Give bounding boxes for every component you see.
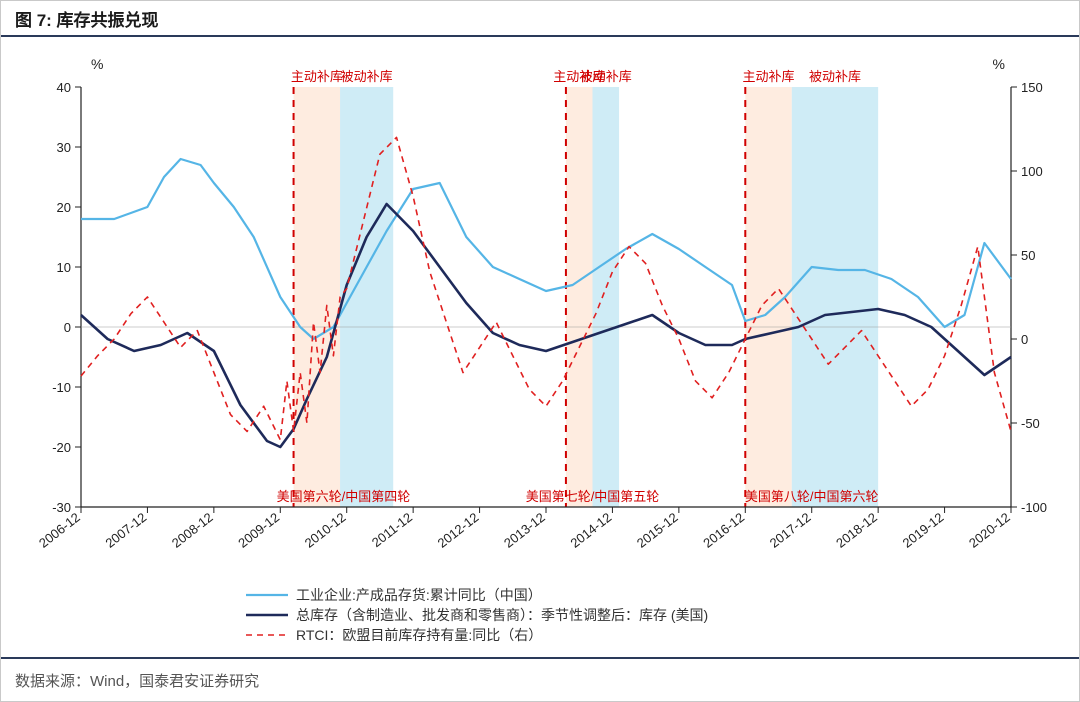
y-left-unit: % <box>91 56 103 72</box>
x-tick: 2012-12 <box>435 510 482 551</box>
phase-label-top: 被动补库 <box>341 69 393 84</box>
phase-band <box>340 87 393 507</box>
y-right-tick: 0 <box>1021 332 1028 347</box>
source-footer: 数据来源：Wind，国泰君安证券研究 <box>1 657 1079 701</box>
phase-label-top: 主动补库 <box>743 69 795 84</box>
phase-label-top: 被动补库 <box>580 69 632 84</box>
x-tick: 2011-12 <box>369 510 415 551</box>
legend-label: RTCI：欧盟目前库存持有量:同比（右） <box>296 627 542 643</box>
phase-label-bottom: 美国第八轮/中国第六轮 <box>745 489 879 504</box>
legend-label: 总库存（含制造业、批发商和零售商）：季节性调整后：库存 (美国) <box>296 607 708 623</box>
y-left-tick: -10 <box>52 380 71 395</box>
x-tick: 2006-12 <box>36 510 83 551</box>
phase-label-bottom: 美国第六轮/中国第四轮 <box>277 489 411 504</box>
phase-band <box>792 87 878 507</box>
y-left-tick: 0 <box>64 320 71 335</box>
x-tick: 2017-12 <box>767 510 814 551</box>
y-right-tick: 100 <box>1021 164 1043 179</box>
y-left-tick: 40 <box>57 80 71 95</box>
x-tick: 2019-12 <box>900 510 947 551</box>
phase-label-top: 被动补库 <box>809 69 861 84</box>
x-tick: 2007-12 <box>102 510 149 551</box>
source-text: 数据来源：Wind，国泰君安证券研究 <box>15 670 259 691</box>
x-tick: 2018-12 <box>833 510 880 551</box>
chart-container: -30-20-10010203040%-100-50050100150%2006… <box>1 37 1079 659</box>
y-left-tick: 10 <box>57 260 71 275</box>
phase-label-top: 主动补库 <box>291 69 343 84</box>
x-tick: 2015-12 <box>634 510 681 551</box>
y-left-tick: -20 <box>52 440 71 455</box>
y-right-tick: 50 <box>1021 248 1035 263</box>
phase-band <box>593 87 620 507</box>
x-tick: 2009-12 <box>235 510 282 551</box>
y-right-tick: -50 <box>1021 416 1040 431</box>
phase-band <box>566 87 593 507</box>
legend-label: 工业企业:产成品存货:累计同比（中国） <box>296 587 542 603</box>
y-left-tick: 30 <box>57 140 71 155</box>
x-tick: 2013-12 <box>501 510 548 551</box>
y-right-tick: -100 <box>1021 500 1047 515</box>
x-tick: 2020-12 <box>966 510 1013 551</box>
figure-title: 图 7: 库存共振兑现 <box>1 1 1079 37</box>
y-right-tick: 150 <box>1021 80 1043 95</box>
phase-band <box>294 87 341 507</box>
figure-title-text: 图 7: 库存共振兑现 <box>15 6 159 31</box>
x-tick: 2016-12 <box>700 510 747 551</box>
y-right-unit: % <box>993 56 1005 72</box>
x-tick: 2014-12 <box>567 510 614 551</box>
x-tick: 2010-12 <box>302 510 349 551</box>
dual-axis-line-chart: -30-20-10010203040%-100-50050100150%2006… <box>1 37 1080 661</box>
phase-label-bottom: 美国第七轮/中国第五轮 <box>526 489 660 504</box>
figure-frame: 图 7: 库存共振兑现 -30-20-10010203040%-100-5005… <box>0 0 1080 702</box>
x-tick: 2008-12 <box>169 510 216 551</box>
y-left-tick: 20 <box>57 200 71 215</box>
